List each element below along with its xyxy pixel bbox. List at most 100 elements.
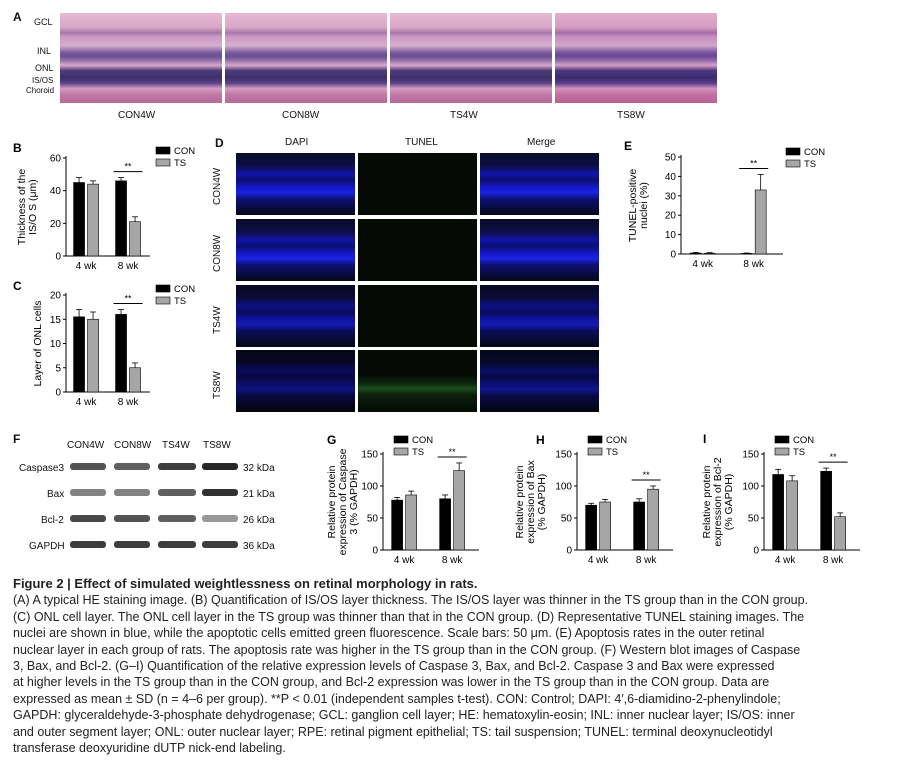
tunel-con4w bbox=[358, 153, 477, 215]
chart-e-ylabel: TUNEL-positive bbox=[627, 169, 639, 243]
chart-c-bar-con bbox=[73, 316, 85, 393]
chart-c-ytick-label: 5 bbox=[55, 363, 61, 374]
chart-b-bar-con bbox=[73, 182, 85, 257]
blot-row-gapdh bbox=[68, 538, 238, 550]
chart-i-bar-con bbox=[820, 470, 832, 551]
chart-i-ytick-label: 50 bbox=[748, 514, 760, 525]
kda-label-bcl2: 26 kDa bbox=[243, 515, 275, 526]
chart-b-xtick-label: 8 wk bbox=[118, 261, 140, 272]
chart-h-legend-label: CON bbox=[606, 435, 627, 446]
protein-label-bcl2: Bcl-2 bbox=[41, 515, 64, 526]
chart-b-legend-swatch bbox=[155, 158, 171, 167]
bar-charts-layer: B Thickness of the IS/O S (μm) 0 20 40 60 4 wk 8… bbox=[13, 139, 860, 566]
chart-h-bar-con bbox=[585, 504, 597, 551]
col-label-dapi: DAPI bbox=[285, 137, 309, 148]
blot-band bbox=[158, 463, 196, 470]
lane-label-ts4w: TS4W bbox=[162, 440, 190, 451]
he-image-con4w bbox=[60, 13, 222, 103]
chart-g-ylabel: Relative protein bbox=[326, 465, 338, 538]
chart-h-ylabel: Relative protein bbox=[514, 465, 526, 538]
chart-e-legend-swatch bbox=[785, 159, 801, 168]
chart-i-bar-ts bbox=[786, 480, 798, 551]
caption-line: transferase deoxyuridine dUTP nick-end l… bbox=[13, 741, 286, 756]
layer-label-onl: ONL bbox=[35, 63, 54, 73]
chart-c-ytick-label: 20 bbox=[50, 291, 62, 302]
chart-e-legend-label: TS bbox=[804, 159, 816, 170]
chart-i-sig-label: ** bbox=[830, 452, 838, 462]
tunel-ts4w bbox=[358, 285, 477, 347]
chart-h-ylabel: expression of Bax bbox=[525, 460, 537, 544]
chart-g-bar-con bbox=[439, 498, 451, 551]
chart-h-ylabel: (% GAPDH) bbox=[536, 474, 548, 531]
chart-g-ytick-label: 0 bbox=[372, 546, 378, 557]
chart-e-ytick-label: 0 bbox=[670, 250, 676, 261]
protein-label-gapdh: GAPDH bbox=[29, 541, 65, 552]
chart-h-xtick-label: 8 wk bbox=[636, 555, 658, 566]
blot-band bbox=[158, 541, 196, 548]
chart-i-legend-label: CON bbox=[793, 435, 814, 446]
chart-b-legend-label: TS bbox=[174, 158, 186, 169]
caption-line: (A) A typical HE staining image. (B) Qua… bbox=[13, 593, 809, 608]
dapi-ts4w bbox=[236, 285, 355, 347]
caption-line: GAPDH: glyceraldehyde-3-phosphate dehydr… bbox=[13, 708, 795, 723]
chart-g-legend-label: TS bbox=[412, 447, 424, 458]
blot-row-bcl2 bbox=[68, 512, 238, 524]
kda-label-gapdh: 36 kDa bbox=[243, 541, 275, 552]
chart-b-bar-con bbox=[115, 180, 127, 257]
chart-i-legend-swatch bbox=[774, 435, 790, 444]
he-image-ts8w bbox=[555, 13, 717, 103]
chart-g-ytick-label: 50 bbox=[367, 514, 379, 525]
chart-c-ylabel: Layer of ONL cells bbox=[32, 301, 44, 387]
protein-label-bax: Bax bbox=[47, 489, 65, 500]
blot-band bbox=[158, 515, 196, 522]
panel-d-label: D bbox=[215, 136, 224, 150]
he-caption-con8w: CON8W bbox=[282, 110, 320, 121]
chart-e-ytick-label: 50 bbox=[665, 153, 677, 164]
caption-line: at higher levels in the TS group than in… bbox=[13, 675, 770, 690]
chart-c-legend-swatch bbox=[155, 296, 171, 305]
chart-h-legend-swatch bbox=[587, 435, 603, 444]
chart-g-legend-swatch bbox=[393, 435, 409, 444]
chart-i-legend-swatch bbox=[774, 447, 790, 456]
chart-e-ytick-label: 10 bbox=[665, 230, 677, 241]
chart-c-bar-ts bbox=[129, 367, 141, 393]
chart-b-sig-label: ** bbox=[125, 162, 133, 172]
figure-caption: Figure 2 | Effect of simulated weightles… bbox=[13, 576, 885, 756]
chart-b-letter: B bbox=[13, 141, 22, 155]
chart-b-ylabel: IS/O S (μm) bbox=[27, 179, 39, 235]
layer-label-isos: IS/OS bbox=[32, 76, 54, 85]
chart-b-ytick-label: 60 bbox=[50, 154, 62, 165]
chart-g-legend-swatch bbox=[393, 447, 409, 456]
chart-i-ylabel: (% GAPDH) bbox=[723, 474, 735, 531]
dapi-ts8w bbox=[236, 350, 355, 412]
chart-h-legend-swatch bbox=[587, 447, 603, 456]
chart-e-bar-ts bbox=[703, 252, 716, 255]
chart-g-xtick-label: 4 wk bbox=[394, 555, 416, 566]
chart-g-ytick-label: 150 bbox=[361, 450, 378, 461]
chart-i-ytick-label: 150 bbox=[742, 450, 759, 461]
tunel-con8w bbox=[358, 219, 477, 281]
col-label-tunel: TUNEL bbox=[405, 137, 438, 148]
chart-i-ylabel: Relative protein bbox=[701, 465, 713, 538]
chart-g-xtick-label: 8 wk bbox=[442, 555, 464, 566]
merge-ts8w bbox=[480, 350, 599, 412]
panel-f-label: F bbox=[13, 432, 21, 446]
chart-g-ytick-label: 100 bbox=[361, 482, 378, 493]
chart-g-ylabel: 3 (% GAPDH) bbox=[348, 469, 360, 534]
chart-e-bar-con bbox=[689, 252, 702, 255]
chart-i-ylabel: expression of Bcl-2 bbox=[712, 457, 724, 546]
he-caption-ts8w: TS8W bbox=[617, 110, 645, 121]
chart-h-ytick-label: 0 bbox=[566, 546, 572, 557]
lane-label-ts8w: TS8W bbox=[203, 440, 231, 451]
merge-con4w bbox=[480, 153, 599, 215]
lane-label-con4w: CON4W bbox=[67, 440, 105, 451]
dapi-con4w bbox=[236, 153, 355, 215]
chart-h-ytick-label: 150 bbox=[555, 450, 572, 461]
layer-label-inl: INL bbox=[37, 46, 52, 56]
blot-row-bax bbox=[68, 486, 238, 498]
chart-e-xtick-label: 4 wk bbox=[692, 259, 714, 270]
chart-e-ylabel: nuclei (%) bbox=[638, 182, 650, 229]
chart-b-legend-label: CON bbox=[174, 146, 195, 157]
chart-e-ytick-label: 40 bbox=[665, 172, 677, 183]
chart-e-ytick-label: 20 bbox=[665, 211, 677, 222]
